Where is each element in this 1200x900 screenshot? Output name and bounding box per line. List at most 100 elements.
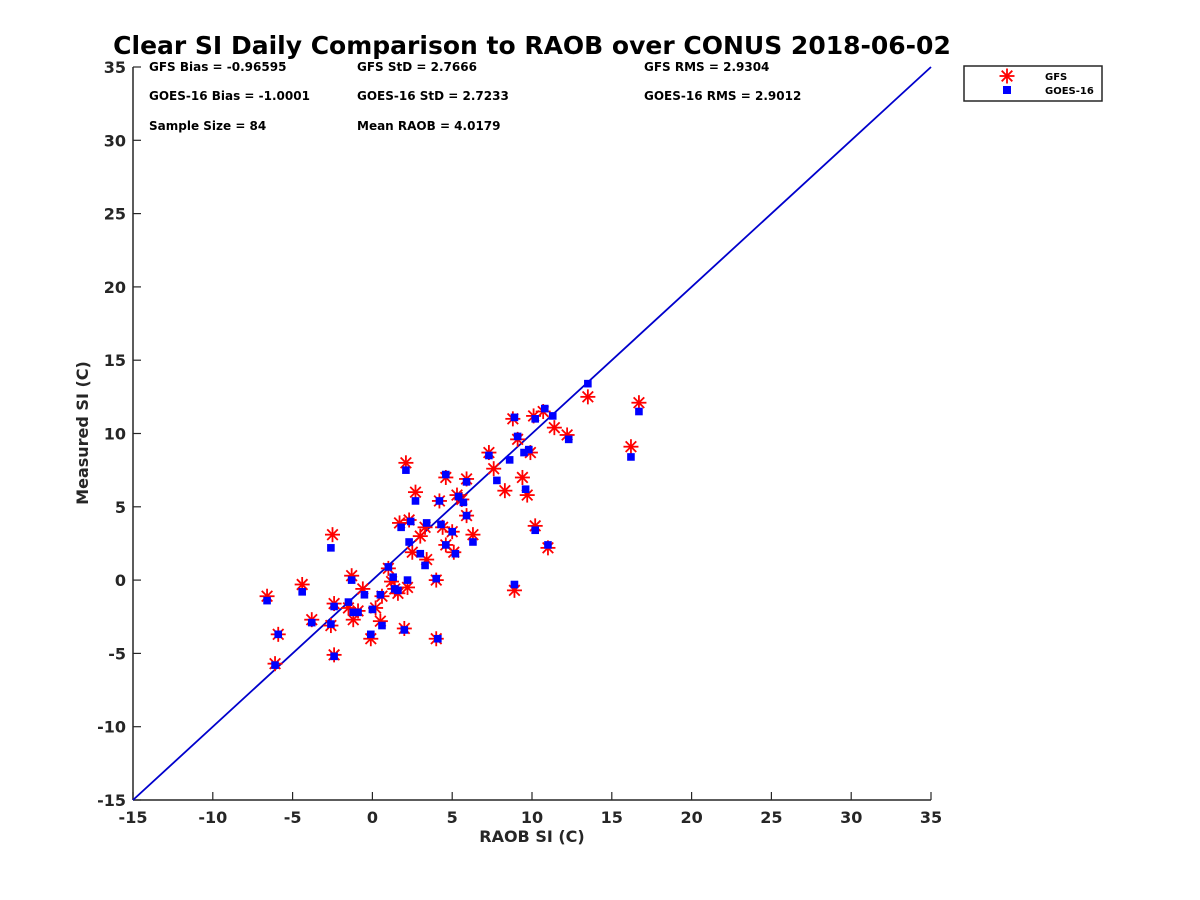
goes16-point — [376, 590, 385, 599]
x-tick-label: 35 — [920, 808, 942, 827]
y-tick-label: 15 — [104, 351, 126, 370]
gfs-point — [407, 484, 423, 500]
x-tick-label: 10 — [521, 808, 543, 827]
y-tick-label: 20 — [104, 278, 126, 297]
goes16-point — [544, 541, 552, 549]
goes16-point — [330, 652, 338, 661]
y-tick-label: 35 — [104, 58, 126, 77]
legend-gfs-asterisk — [999, 68, 1015, 84]
goes16-point — [521, 485, 530, 494]
gfs-bias-text: GFS Bias = -0.96595 — [149, 60, 286, 74]
goes16-point — [405, 538, 413, 546]
goes16-point — [307, 618, 316, 627]
goes16-point — [525, 445, 533, 454]
y-tick-label: 30 — [104, 131, 126, 150]
goes16-point — [448, 527, 456, 536]
goes16-point — [344, 598, 353, 606]
goes16-point — [327, 544, 335, 552]
gfs-point — [486, 461, 502, 477]
goes16-point — [384, 563, 393, 571]
goes16-point — [432, 574, 441, 583]
goes16-point — [437, 520, 445, 529]
goes16-point — [400, 626, 409, 634]
goes16-point — [298, 588, 306, 596]
goes16-point — [462, 511, 471, 520]
stats-annotations: GFS Bias = -0.96595 GFS StD = 2.7666 GFS… — [149, 60, 801, 133]
goes16-point — [274, 630, 283, 639]
goes16-point — [389, 573, 397, 581]
gfs-point — [623, 439, 639, 455]
x-tick-label: 5 — [447, 808, 458, 827]
goes16-point — [531, 415, 539, 423]
goes16-point — [347, 576, 356, 584]
goes16-point — [271, 661, 279, 669]
goes16-point — [469, 538, 477, 546]
goes16-point — [330, 602, 338, 611]
y-tick-label: -10 — [97, 718, 126, 737]
goes16-point — [564, 435, 573, 444]
x-tick-label: 25 — [760, 808, 782, 827]
gfs-rms-text: GFS RMS = 2.9304 — [644, 60, 769, 74]
gfs-point — [325, 527, 340, 543]
goes16-point — [421, 561, 429, 570]
y-axis-label: Measured SI (C) — [73, 361, 92, 505]
goes16-point — [402, 466, 410, 474]
y-tick-label: 10 — [104, 425, 126, 444]
gfs-std-text: GFS StD = 2.7666 — [357, 60, 477, 74]
legend-gfs-label: GFS — [1045, 72, 1067, 83]
goes16-point — [485, 451, 493, 460]
goes16-point — [368, 605, 377, 614]
goes16-point — [378, 621, 386, 630]
goes16-point — [531, 526, 539, 535]
goes16-point — [360, 590, 369, 599]
gfs-point — [514, 469, 530, 485]
goes16-point — [442, 470, 450, 479]
goes16-point — [505, 456, 514, 464]
goes16-point — [403, 576, 412, 584]
goes16-point — [349, 608, 358, 617]
legend: GFS GOES-16 — [963, 65, 1103, 102]
x-tick-label: 30 — [840, 808, 862, 827]
goes16-point — [406, 517, 415, 526]
goes16-point — [327, 620, 335, 628]
goes16-point — [354, 608, 362, 617]
goes16-point — [493, 476, 501, 485]
y-tick-label: 0 — [115, 571, 126, 590]
goes16-point — [435, 497, 444, 505]
data-points — [259, 379, 647, 672]
goes16-point — [635, 407, 643, 416]
goes16-point — [520, 448, 528, 457]
goes16-point — [462, 478, 471, 486]
goes16-point — [548, 412, 557, 420]
goes16-point — [510, 580, 519, 589]
x-tick-label: -5 — [284, 808, 302, 827]
goes16-point — [442, 541, 450, 549]
legend-box — [963, 65, 1103, 102]
goes16-point — [451, 549, 460, 558]
goes16-point — [454, 492, 463, 501]
y-tick-label: -15 — [97, 791, 126, 810]
goes16-point — [411, 497, 420, 505]
one-to-one-line — [132, 66, 932, 801]
goes-std-text: GOES-16 StD = 2.7233 — [357, 89, 509, 103]
chart-title: Clear SI Daily Comparison to RAOB over C… — [113, 31, 951, 60]
gfs-point — [546, 420, 562, 436]
goes16-point — [513, 432, 522, 441]
goes16-point — [584, 379, 592, 388]
goes16-point — [422, 519, 431, 527]
x-axis-label: RAOB SI (C) — [479, 827, 584, 846]
y-ticks: 35 30 25 20 15 10 5 0 -5 -10 -15 — [97, 58, 141, 810]
goes16-point — [459, 498, 468, 507]
y-tick-label: -5 — [108, 644, 126, 663]
x-tick-label: 0 — [367, 808, 378, 827]
x-tick-label: -10 — [198, 808, 227, 827]
y-tick-label: 25 — [104, 205, 126, 224]
mean-raob-text: Mean RAOB = 4.0179 — [357, 119, 501, 133]
x-tick-label: -15 — [119, 808, 148, 827]
goes16-point — [367, 630, 375, 639]
legend-goes-label: GOES-16 — [1045, 86, 1094, 97]
goes16-point — [394, 586, 402, 595]
goes16-point — [540, 404, 549, 413]
gfs-point — [497, 483, 513, 499]
